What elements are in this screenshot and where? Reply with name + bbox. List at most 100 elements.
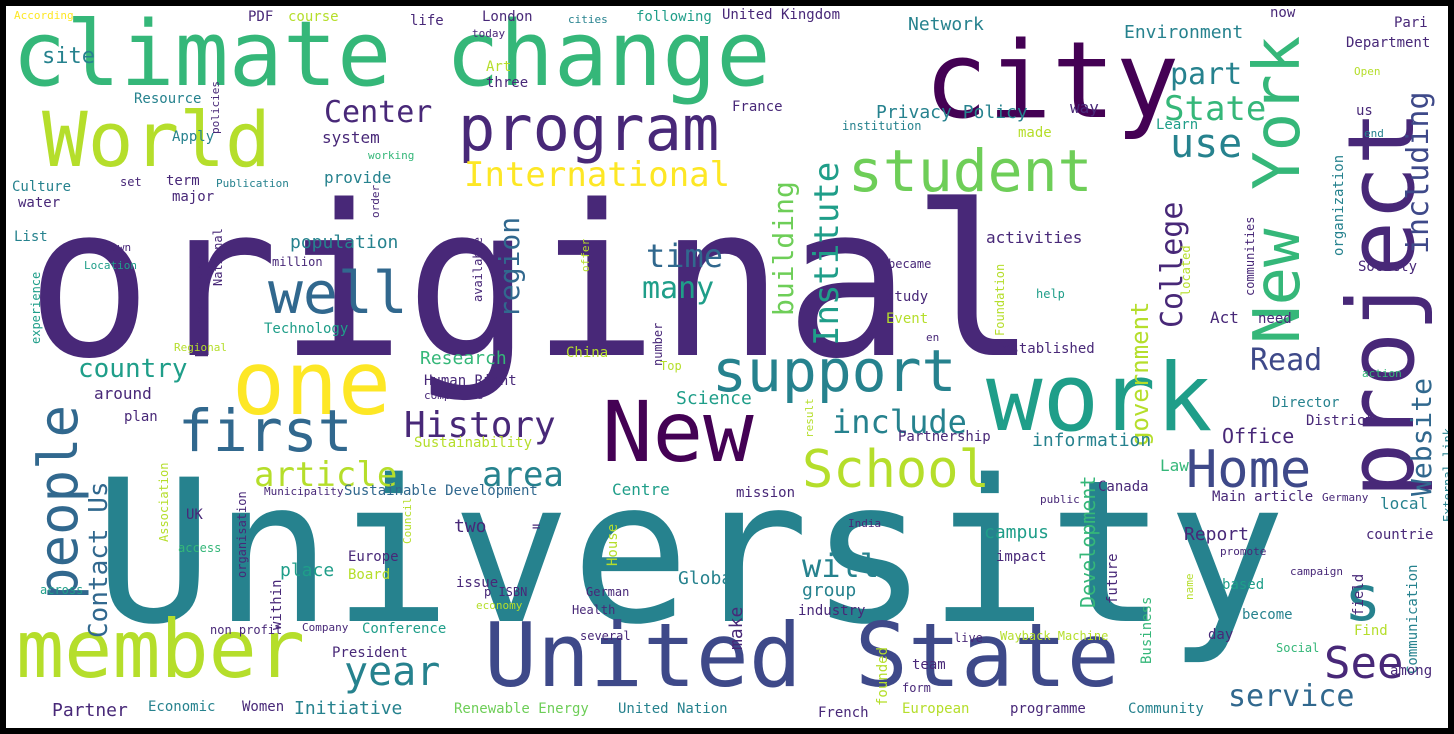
word-support: support [712, 337, 957, 405]
word-international: International [464, 155, 731, 195]
word-china: China [566, 345, 609, 361]
word-experience: experience [29, 271, 43, 344]
word-european: European [902, 701, 970, 717]
word-work: work [986, 344, 1213, 453]
word-s: s [1344, 562, 1382, 635]
word-social: Social [1276, 641, 1320, 655]
word-study: study [886, 289, 929, 305]
word-human-right: Human Right [424, 373, 517, 389]
word-two: two [454, 516, 487, 537]
word-business: Business [1139, 596, 1155, 664]
word-economy: economy [476, 599, 523, 612]
word-will: will [802, 547, 880, 585]
word-en: en [926, 331, 940, 344]
word-student: student [848, 137, 1093, 205]
word-list: List [14, 229, 48, 245]
word-many: many [642, 271, 715, 306]
word-water: water [18, 195, 61, 211]
word-canada: Canada [1098, 479, 1149, 495]
word-sustainability: Sustainability [414, 435, 533, 451]
word-renewable-energy: Renewable Energy [454, 701, 589, 717]
word-member: member [16, 603, 305, 696]
word-industry: industry [798, 603, 866, 619]
word-resource: Resource [134, 91, 202, 107]
word-economic: Economic [148, 699, 216, 715]
word-french: French [818, 705, 869, 721]
word-pdf: PDF [248, 9, 274, 25]
word-country: country [78, 354, 188, 384]
word-group: group [802, 580, 857, 601]
word-network: Network [908, 14, 984, 35]
word-art: Art [486, 59, 512, 75]
word-including: including [1401, 91, 1436, 254]
word-name: name [1183, 573, 1196, 601]
word-result: result [803, 398, 816, 438]
word-way: way [1070, 98, 1099, 117]
word-building: building [767, 181, 800, 316]
word-companies: companies [424, 389, 484, 402]
word-development: Development [1076, 475, 1100, 608]
word-municipality: Municipality [264, 485, 344, 498]
word-around: around [94, 384, 152, 403]
word-access: access [178, 541, 222, 555]
word-communication: Communication [1405, 564, 1421, 674]
word-government: government [1126, 301, 1154, 447]
word-promote: promote [1220, 545, 1267, 558]
word-day: day [1208, 627, 1234, 643]
word-working: working [368, 149, 415, 162]
word-community: Community [1128, 701, 1204, 717]
word-equals: = [532, 519, 541, 535]
word-foundation: Foundation [993, 263, 1007, 336]
word-german: German [586, 585, 630, 599]
word-climate-change: climate change [12, 6, 771, 107]
word-now: now [1270, 6, 1296, 21]
word-conference: Conference [362, 621, 447, 637]
word-initiative: Initiative [294, 698, 403, 719]
word-available: available [471, 236, 485, 302]
word-founded: founded [875, 646, 891, 706]
word-p-isbn: p ISBN [484, 585, 528, 599]
word-center: Center [324, 95, 433, 130]
word-event: Event [886, 311, 929, 327]
word-london: London [482, 9, 533, 25]
word-world: World [42, 95, 271, 184]
word-non-profit: non profit [210, 623, 283, 637]
word-become: become [1242, 607, 1293, 623]
word-people: people [27, 404, 90, 600]
word-issue: issue [456, 575, 499, 591]
word-board: Board [348, 567, 391, 583]
word-france: France [732, 99, 783, 115]
word-communities: communities [1243, 216, 1257, 296]
word-see: See [1324, 638, 1404, 689]
word-wayback-machine: Wayback Machine [1000, 629, 1109, 643]
word-organization: organization [1331, 154, 1347, 256]
word-culture: Culture [12, 179, 72, 195]
word-learn: Learn [1156, 117, 1199, 133]
word-science: Science [676, 388, 752, 409]
word-part: part [1170, 57, 1243, 92]
word-research: Research [420, 348, 507, 369]
word-live: live [954, 631, 983, 645]
word-field: field [1351, 573, 1367, 616]
word-several: several [580, 629, 631, 643]
word-course: course [288, 9, 339, 25]
word-help: help [1036, 287, 1065, 301]
word-regional: Regional [174, 341, 227, 354]
word-form: form [902, 681, 931, 695]
word-three: three [486, 75, 529, 91]
word-us: us [1356, 103, 1373, 119]
word-home: Home [1186, 440, 1312, 500]
word-make: make [726, 606, 747, 650]
word-plan: plan [124, 409, 158, 425]
word-city: city [924, 19, 1180, 142]
word-future: future [1105, 553, 1121, 604]
word-organisation: organisation [235, 491, 249, 578]
word-society: Society [1358, 259, 1418, 275]
word-pari: Pari [1394, 15, 1428, 31]
word-association: Association [157, 462, 171, 542]
word-today: today [472, 27, 506, 40]
word-place: place [280, 560, 335, 581]
word-include: include [832, 403, 967, 441]
word-council: Council [401, 497, 414, 544]
word-first: first [178, 397, 353, 465]
